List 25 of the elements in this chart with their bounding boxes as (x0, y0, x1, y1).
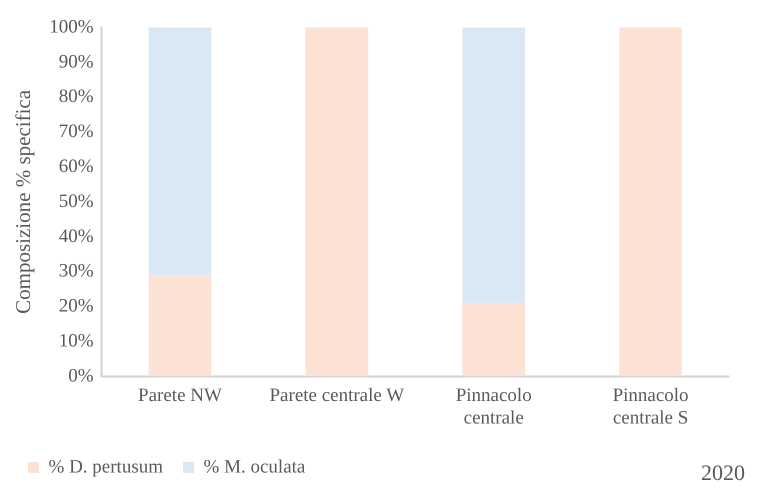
y-tick-label: 90% (58, 51, 94, 72)
legend-label: % D. pertusum (48, 456, 164, 478)
x-tick-label: Pinnacolo centrale (456, 384, 532, 429)
y-tick-label: 50% (58, 190, 94, 212)
bar (462, 27, 526, 304)
y-tick-label: 30% (58, 260, 94, 282)
x-tick-label: Parete NW (138, 384, 222, 406)
bar (462, 303, 526, 376)
y-tick-label: 100% (49, 16, 94, 38)
bar (148, 275, 212, 376)
y-tick-label: 70% (58, 121, 94, 142)
text: 2020 (701, 460, 745, 485)
x-tick-label: Pinnacolo centrale S (612, 384, 689, 429)
y-tick-label: 20% (58, 296, 94, 317)
y-tick-label: 60% (58, 156, 94, 177)
y-tick-label: 80% (58, 86, 94, 108)
bar (148, 27, 212, 276)
bar (619, 27, 682, 376)
x-tick-label: Parete centrale W (269, 384, 404, 406)
y-axis-title: Composizione % specifica (11, 89, 36, 314)
legend-label: % M. oculata (204, 456, 306, 478)
bar (305, 27, 368, 376)
y-tick-label: 0% (68, 365, 94, 386)
y-tick-label: 40% (58, 226, 94, 247)
y-tick-label: 10% (58, 330, 94, 352)
